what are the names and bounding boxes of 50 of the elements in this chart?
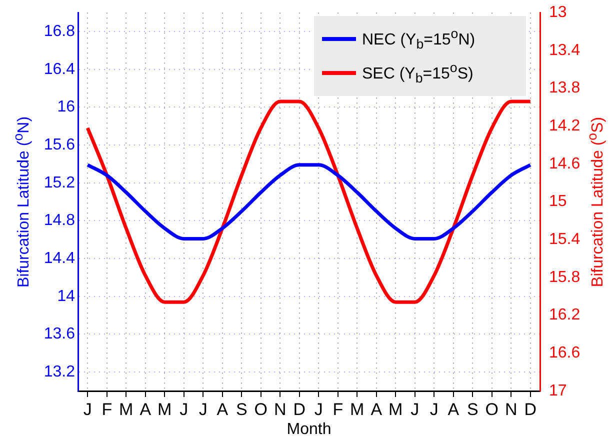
x-tick-label: D <box>293 400 306 419</box>
y-tick-label: 13.2 <box>44 363 76 380</box>
y-tick-label: 16.8 <box>44 22 76 40</box>
x-tick-label: F <box>102 400 112 419</box>
x-tick-label: M <box>119 400 134 419</box>
y2-tick-label: 13 <box>549 4 567 22</box>
x-tick-label: J <box>410 400 420 419</box>
x-tick-label: J <box>83 400 92 419</box>
x-tick-label: O <box>485 400 498 419</box>
x-tick-label: A <box>448 400 460 419</box>
line-series <box>86 163 532 240</box>
x-tick-label: N <box>274 400 286 419</box>
y2-tick-label: 13.4 <box>549 42 580 59</box>
y-tick-label: 14.4 <box>44 250 76 267</box>
x-tick-label: J <box>198 400 208 419</box>
x-tick-label: S <box>466 400 478 419</box>
y2-tick-label: 13.8 <box>549 80 580 97</box>
x-tick-label: J <box>314 400 323 419</box>
line-series <box>86 100 532 304</box>
x-tick-label: J <box>180 400 188 419</box>
x-tick-label: M <box>158 400 172 419</box>
x-tick-label: N <box>504 400 518 419</box>
y2-tick-label: 14.2 <box>549 118 580 135</box>
x-tick-label: A <box>370 400 383 419</box>
x-tick-label: A <box>140 400 152 419</box>
y-tick-label: 14 <box>57 288 76 305</box>
y-tick-label: 16.4 <box>44 60 76 78</box>
x-tick-label: M <box>388 400 403 419</box>
x-tick-label: S <box>236 400 248 419</box>
y2-tick-label: 16.2 <box>549 306 580 324</box>
y2-tick-label: 17 <box>549 382 567 400</box>
y-tick-label: 15.2 <box>44 174 76 192</box>
y-tick-label: 14.8 <box>44 212 76 230</box>
x-tick-label: M <box>350 400 364 419</box>
x-tick-label: D <box>524 400 537 419</box>
y-tick-label: 15.6 <box>44 136 76 154</box>
legend-label: NEC (Y$_{b}$=15$^{o}$N) <box>362 26 476 52</box>
x-tick-label: O <box>254 400 268 419</box>
x-tick-label: A <box>216 400 229 419</box>
y2-tick-label: 15 <box>549 193 567 210</box>
y-tick-label: 13.6 <box>44 326 76 343</box>
y2-tick-label: 15.4 <box>549 231 580 248</box>
y2-tick-label: 16.6 <box>549 344 580 362</box>
legend-label: SEC (Y$_{b}$=15$^{o}$S) <box>362 60 474 86</box>
y-tick-label: 16 <box>57 98 76 116</box>
x-axis-title: Month <box>286 420 332 438</box>
y2-tick-label: 15.8 <box>549 268 580 286</box>
x-tick-label: F <box>332 400 344 419</box>
x-tick-label: J <box>430 400 438 419</box>
y2-tick-label: 14.6 <box>549 155 580 172</box>
